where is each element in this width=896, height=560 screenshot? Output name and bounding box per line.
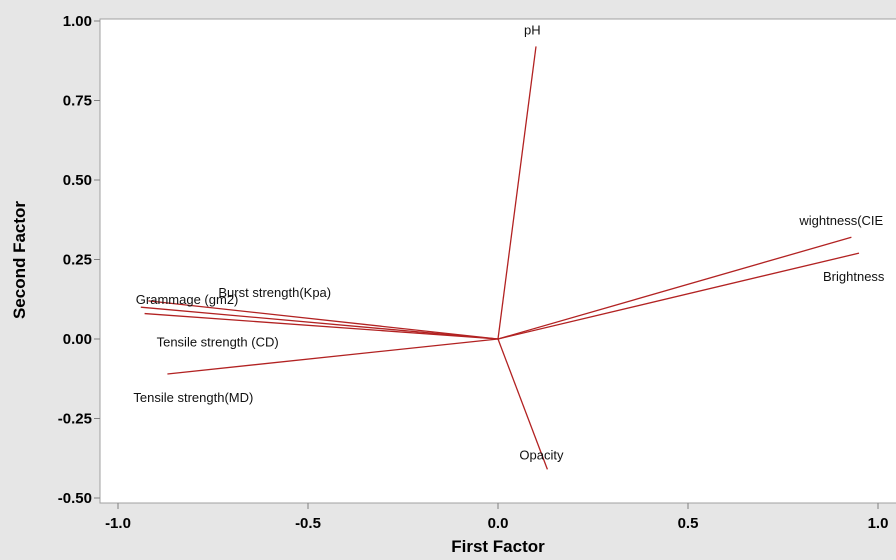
x-tick-label: 0.0 [488,515,509,532]
x-axis-title: First Factor [451,537,545,555]
vector-label: Brightness [823,269,885,284]
loading-vector [497,252,860,340]
y-axis-title: Second Factor [10,201,29,319]
loading-vector [144,312,499,340]
loading-vector [148,300,499,340]
loading-vector [140,306,499,340]
loading-vector [497,236,852,340]
vector-label: Burst strength(Kpa) [218,285,331,300]
axes: -1.0 -0.5 0.0 0.5 1.0 1.00 0.75 0.50 0.25 0.00 -0.… [58,13,889,532]
loading-vector [167,338,499,375]
vector-labels: pH wightness(CIE Brightness Burst strength(… [133,22,885,462]
y-tick-label: 1.00 [63,13,92,30]
x-tick-label: -1.0 [105,515,131,532]
y-tick-label: -0.25 [58,411,92,428]
vector-label: Tensile strength(MD) [133,390,253,405]
y-tick-label: 0.25 [63,252,92,269]
vector-label: wightness(CIE [798,213,883,228]
y-tick-label: 0.00 [63,331,92,348]
vector-label: Tensile strength (CD) [157,335,279,350]
y-tick-label: 0.50 [63,172,92,189]
x-tick-label: -0.5 [295,515,321,532]
vector-label: Grammage (gm2) [136,292,239,307]
vector-label: Opacity [519,447,564,462]
loading-vector [497,338,549,470]
vector-label: pH [524,22,541,37]
plot-area [99,18,896,504]
x-tick-label: 1.0 [868,515,889,532]
loading-vector [497,46,537,340]
y-tick-label: -0.50 [58,490,92,507]
x-tick-label: 0.5 [678,515,699,532]
y-tick-label: 0.75 [63,93,92,110]
loading-vectors [140,46,860,470]
